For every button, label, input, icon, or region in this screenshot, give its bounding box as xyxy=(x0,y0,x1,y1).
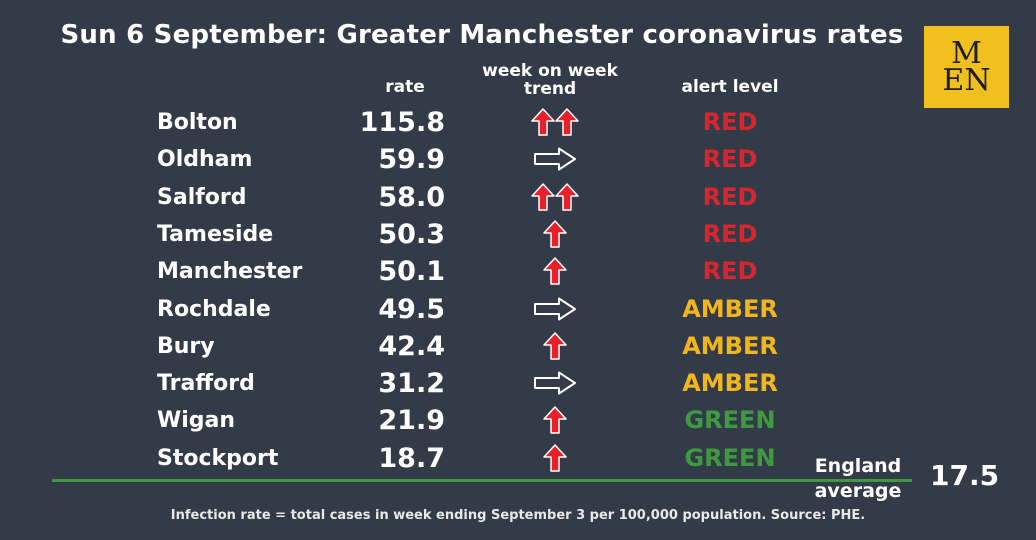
trend-indicator xyxy=(505,443,605,473)
trend-indicator xyxy=(505,144,605,174)
trend-indicator xyxy=(505,182,605,212)
men-logo: M EN xyxy=(924,26,1009,108)
alert-level: GREEN xyxy=(684,443,776,472)
infection-rate: 21.9 xyxy=(378,405,445,437)
table-row: Bury 42.4 AMBER xyxy=(0,328,1036,365)
borough-name: Bolton xyxy=(157,110,238,135)
infection-rate: 31.2 xyxy=(378,368,445,400)
column-header-trend-line-2: trend xyxy=(523,79,577,99)
england-average-line xyxy=(52,479,912,482)
right-arrow-icon xyxy=(534,371,576,395)
trend-indicator xyxy=(505,294,605,324)
table-row: Salford 58.0 RED xyxy=(0,179,1036,216)
borough-name: Tameside xyxy=(157,221,274,247)
up-arrow-icon xyxy=(531,182,555,211)
borough-name: Manchester xyxy=(157,259,303,285)
infection-rate: 49.5 xyxy=(378,293,445,325)
infection-rate: 18.7 xyxy=(378,442,445,474)
trend-indicator xyxy=(505,107,605,137)
table-row: Rochdale 49.5 AMBER xyxy=(0,291,1036,328)
trend-indicator xyxy=(505,219,605,249)
up-arrow-icon xyxy=(531,108,555,136)
alert-level: AMBER xyxy=(682,294,778,323)
alert-level: RED xyxy=(702,257,758,286)
infection-rate: 50.1 xyxy=(378,256,445,288)
infection-rate: 58.0 xyxy=(378,181,445,213)
logo-line-1: M xyxy=(951,36,982,71)
alert-level: AMBER xyxy=(682,331,778,360)
up-arrow-icon xyxy=(543,220,567,248)
england-label-line-1: England xyxy=(814,455,902,477)
alert-level: RED xyxy=(702,182,758,211)
up-arrow-icon xyxy=(555,108,579,136)
borough-name: Stockport xyxy=(157,445,279,471)
borough-name: Bury xyxy=(157,333,215,359)
borough-name: Salford xyxy=(157,184,247,210)
table-row: Manchester 50.1 RED xyxy=(0,253,1036,290)
borough-name: Wigan xyxy=(157,408,236,434)
up-arrow-icon xyxy=(543,406,567,435)
column-header-rate: rate xyxy=(385,77,425,97)
england-label-line-2: average xyxy=(814,480,902,502)
up-arrow-icon xyxy=(555,182,579,211)
trend-indicator xyxy=(505,256,605,286)
alert-level: GREEN xyxy=(684,406,776,435)
alert-level: RED xyxy=(702,145,758,174)
up-arrow-icon xyxy=(543,257,567,285)
infection-rate: 42.4 xyxy=(378,330,445,362)
logo-line-2: EN xyxy=(942,63,991,98)
infection-rate: 115.8 xyxy=(359,107,445,138)
england-average-value: 17.5 xyxy=(930,459,1000,492)
borough-name: Trafford xyxy=(157,371,255,397)
table-row: Oldham 59.9 RED xyxy=(0,141,1036,178)
alert-level: RED xyxy=(702,219,758,248)
column-header-alert: alert level xyxy=(681,77,779,97)
column-header-trend: week on week trend xyxy=(470,62,630,98)
alert-level: RED xyxy=(702,108,758,136)
table-row: Wigan 21.9 GREEN xyxy=(0,402,1036,439)
right-arrow-icon xyxy=(534,147,576,171)
table-row: Tameside 50.3 RED xyxy=(0,216,1036,253)
up-arrow-icon xyxy=(543,443,567,472)
footnote: Infection rate = total cases in week end… xyxy=(170,508,866,523)
page-title: Sun 6 September: Greater Manchester coro… xyxy=(60,20,904,50)
borough-name: Rochdale xyxy=(157,296,271,322)
borough-name: Oldham xyxy=(157,147,253,173)
table-row: Stockport 18.7 GREEN xyxy=(0,440,1036,477)
infection-rate: 50.3 xyxy=(378,218,445,250)
column-header-trend-line-1: week on week xyxy=(482,61,618,81)
table-row: Trafford 31.2 AMBER xyxy=(0,365,1036,402)
alert-level: AMBER xyxy=(682,369,778,398)
england-average-label: England average xyxy=(808,454,908,504)
table-row: Bolton 115.8 RED xyxy=(0,104,1036,141)
infection-rate: 59.9 xyxy=(378,144,445,176)
trend-indicator xyxy=(505,405,605,435)
right-arrow-icon xyxy=(534,297,576,320)
trend-indicator xyxy=(505,331,605,361)
trend-indicator xyxy=(505,368,605,398)
up-arrow-icon xyxy=(543,332,567,360)
